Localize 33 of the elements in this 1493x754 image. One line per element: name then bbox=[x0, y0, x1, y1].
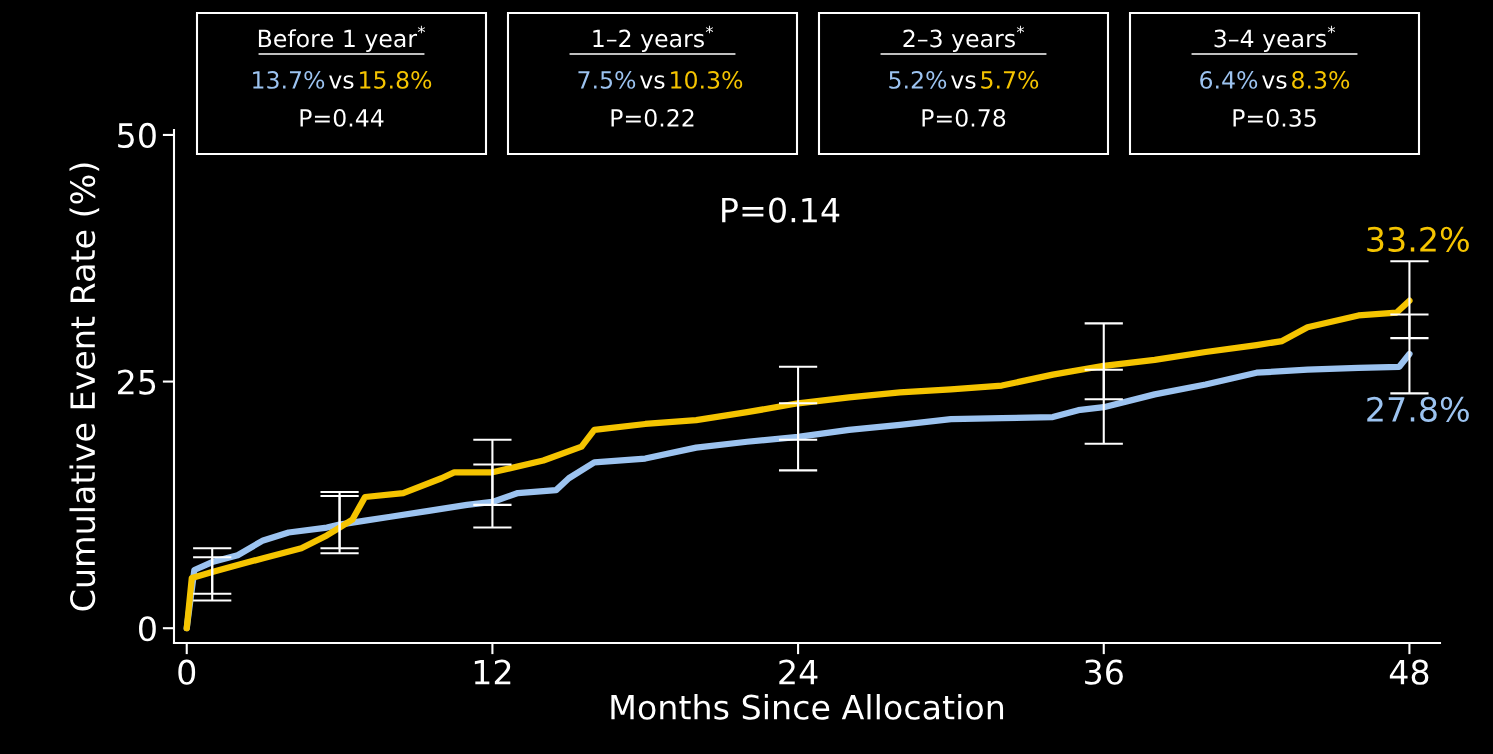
y-tick-label: 0 bbox=[139, 616, 156, 642]
text: 5.7% bbox=[981, 70, 1039, 89]
text: P=0.22 bbox=[611, 108, 694, 127]
x-axis-title: Months Since Allocation bbox=[611, 694, 1004, 720]
text: 8.3% bbox=[1292, 70, 1350, 89]
text: 10.3% bbox=[671, 70, 743, 89]
x-tick-label: 36 bbox=[1085, 659, 1123, 685]
x-tick-label: 48 bbox=[1389, 659, 1429, 685]
y-axis-title: Cumulative Event Rate (%) bbox=[69, 163, 100, 611]
text: vs bbox=[1262, 75, 1287, 89]
text: P=0.78 bbox=[922, 108, 1006, 127]
text: vs bbox=[329, 75, 354, 89]
x-tick-label: 12 bbox=[474, 659, 511, 685]
x-tick-label: 24 bbox=[779, 659, 818, 685]
text: P=0.35 bbox=[1233, 108, 1316, 127]
x-tick-label: 0 bbox=[178, 659, 196, 685]
text: 6.4% bbox=[1200, 70, 1258, 89]
text: 2–3 years$^{*}$ bbox=[903, 25, 1025, 52]
text: P=0.44 bbox=[300, 108, 384, 127]
text: 13.7% bbox=[253, 70, 325, 89]
annotation: P=0.14 bbox=[722, 197, 840, 223]
data-label: 27.8% bbox=[1367, 396, 1469, 422]
y-tick-label: 50 bbox=[118, 122, 156, 149]
y-tick-label: 25 bbox=[118, 369, 156, 395]
text: 5.2% bbox=[889, 70, 947, 89]
text: 7.5% bbox=[578, 70, 636, 89]
text: vs bbox=[640, 75, 665, 89]
text: 3–4 years$^{*}$ bbox=[1214, 25, 1336, 52]
text: vs bbox=[951, 75, 976, 89]
text: Before 1 year$^{*}$ bbox=[258, 25, 426, 52]
text: 15.8% bbox=[360, 70, 432, 89]
data-label: 33.2% bbox=[1367, 226, 1469, 253]
text: 1–2 years$^{*}$ bbox=[593, 25, 714, 52]
